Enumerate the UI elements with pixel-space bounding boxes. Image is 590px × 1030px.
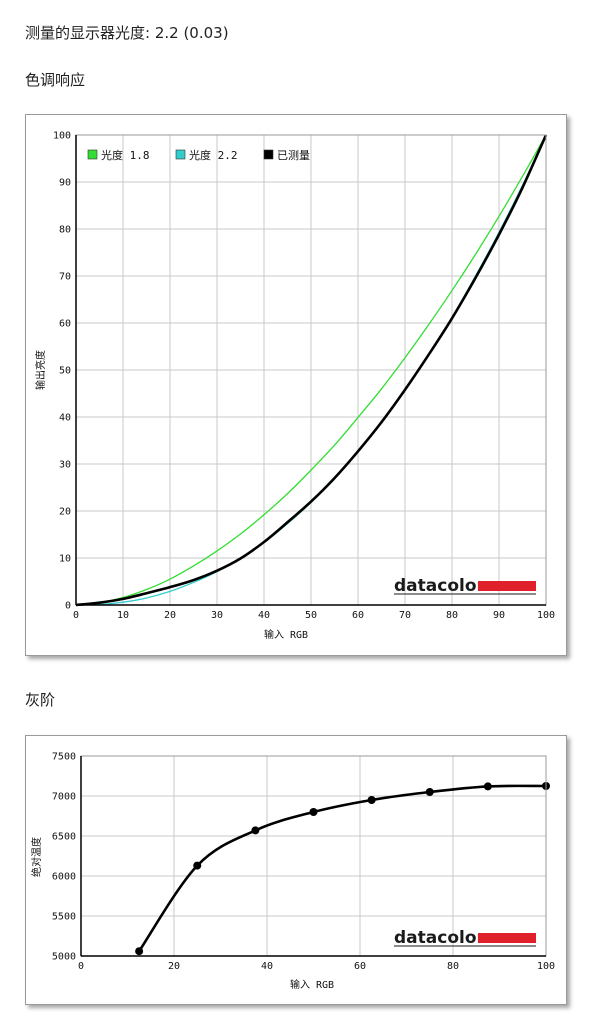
x-axis-label: 输入 RGB [290,978,334,991]
x-tick-label: 10 [117,610,129,621]
y-tick-label: 6000 [52,872,76,883]
y-tick-label: 80 [59,225,71,236]
data-point [135,947,144,956]
tone-response-chart: 0 10 20 30 40 50 60 70 80 90 100 0 10 20 30 40 50 60 70 80 9… [25,114,567,656]
grayscale-chart: 0 20 40 60 80 100 5000 5500 6000 6500 7000 7500 输入 … [25,735,567,1005]
legend-swatch [175,149,186,160]
y-tick-label: 90 [59,178,71,189]
datacolor-logo-text: datacolor [394,928,486,948]
y-tick-label: 40 [59,413,71,424]
datacolor-logo-bar [478,581,536,591]
x-tick-label: 40 [261,961,273,972]
x-tick-label: 20 [168,961,180,972]
x-tick-label: 100 [537,610,555,621]
series-line-2 [75,134,548,607]
series-line-0 [138,784,547,952]
data-point [251,826,260,835]
measured-gamma-text: 测量的显示器光度: 2.2 (0.03) [25,24,229,42]
legend-swatch [263,149,274,160]
x-tick-label: 80 [446,610,458,621]
x-tick-label: 30 [211,610,223,621]
series-line-0 [75,134,547,606]
data-point [425,788,434,796]
y-tick-label: 60 [59,319,71,330]
legend-swatch [87,149,98,160]
datacolor-logo: datacolor [394,576,536,596]
y-tick-label: 50 [59,366,71,377]
y-tick-label: 70 [59,272,71,283]
grayscale-plot: 0 20 40 60 80 100 5000 5500 6000 6500 7000 7500 输入 … [30,752,555,992]
tone-response-plot: 0 10 20 30 40 50 60 70 80 90 100 0 10 20 30 40 50 60 70 80 9… [34,131,555,642]
y-axis-label: 输出亮度 [34,350,47,390]
datacolor-logo-bar [478,933,536,943]
y-tick-label: 20 [59,507,71,518]
data-point [309,808,318,816]
datacolor-logo-text: datacolor [394,576,486,596]
data-point [367,796,376,804]
tone-response-title: 色调响应 [25,71,86,89]
x-tick-label: 60 [352,610,364,621]
legend-label: 已测量 [277,149,310,162]
legend: 光度 1.8 光度 2.2 已测量 [87,148,310,162]
x-tick-label: 90 [493,610,505,621]
x-axis-label: 输入 RGB [264,628,308,641]
y-tick-label: 30 [59,460,71,471]
y-tick-label: 7500 [52,752,76,763]
legend-label: 光度 2.2 [189,148,238,162]
data-point [483,782,492,791]
y-tick-label: 5000 [52,952,76,963]
x-tick-label: 20 [164,610,176,621]
x-tick-label: 70 [399,610,411,621]
y-tick-label: 5500 [52,912,76,923]
x-tick-label: 60 [354,961,366,972]
y-tick-label: 100 [53,131,71,142]
x-tick-label: 0 [78,961,84,972]
grayscale-title: 灰阶 [25,691,56,709]
y-tick-label: 6500 [52,832,76,843]
x-tick-label: 0 [73,610,79,621]
y-tick-label: 0 [65,601,71,612]
legend-label: 光度 1.8 [101,148,150,162]
y-tick-label: 10 [59,554,71,565]
x-tick-label: 100 [537,961,555,972]
y-axis-label: 绝对温度 [30,837,43,877]
datacolor-logo: datacolor [394,928,536,948]
data-point [193,861,202,870]
x-tick-label: 80 [447,961,459,972]
x-tick-label: 50 [305,610,317,621]
y-tick-label: 7000 [52,792,76,803]
x-tick-label: 40 [258,610,270,621]
